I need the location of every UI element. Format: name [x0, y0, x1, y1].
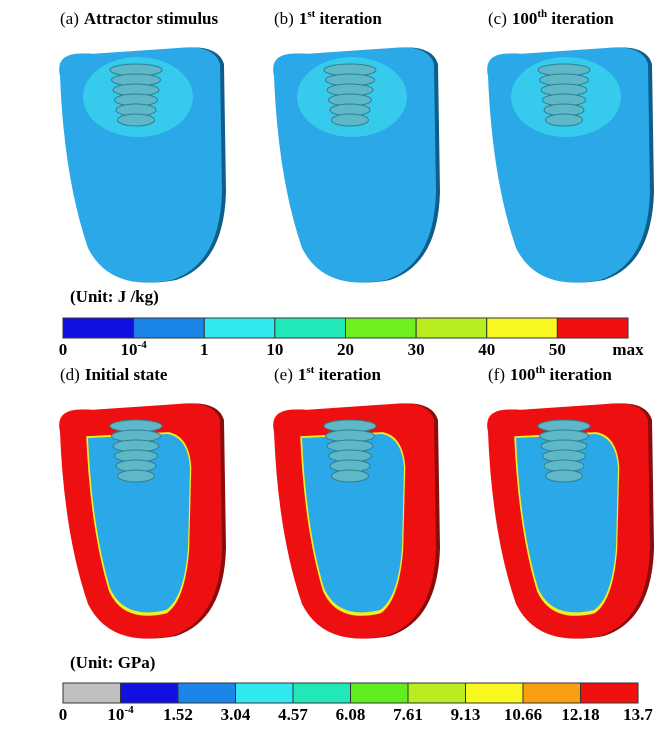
implant-thread: [546, 114, 583, 126]
panel-label: (c): [488, 9, 507, 28]
color-swatch: [466, 683, 524, 703]
colorbar-label: 13.7: [623, 705, 653, 724]
colorbar-label: 9.13: [451, 705, 481, 724]
panel-title: (d) Initial state: [60, 365, 168, 384]
colorbar-label: 0: [59, 340, 68, 359]
panel-title: (b) 1st iteration: [274, 8, 382, 28]
text-part: 100: [510, 365, 536, 384]
colorbar-label: 50: [549, 340, 566, 359]
implant-thread: [332, 470, 369, 482]
color-swatch: [236, 683, 294, 703]
colorbar-label: 3.04: [221, 705, 251, 724]
colorbar-label: 40: [478, 340, 495, 359]
text-part: -4: [124, 704, 134, 716]
color-swatch: [346, 318, 417, 338]
color-swatch: [487, 318, 558, 338]
color-swatch: [63, 318, 134, 338]
panel-name: 1st iteration: [299, 8, 383, 28]
color-swatch: [63, 683, 121, 703]
implant-thread: [118, 470, 155, 482]
panel-name: 100th iteration: [510, 364, 612, 384]
colorbar-label: 1: [200, 340, 209, 359]
color-swatch: [523, 683, 581, 703]
text-part: Initial state: [85, 365, 168, 384]
colorbar-label: 6.08: [336, 705, 366, 724]
colorbar-label: max: [612, 340, 644, 359]
text-part: iteration: [547, 9, 614, 28]
color-swatch: [134, 318, 205, 338]
text-part: Attractor stimulus: [84, 9, 219, 28]
panel-name: Initial state: [85, 365, 168, 384]
colorbar-label: 30: [408, 340, 425, 359]
bone-model: [273, 403, 440, 638]
panel-name: 100th iteration: [512, 8, 614, 28]
color-swatch: [557, 318, 628, 338]
color-swatch: [408, 683, 466, 703]
unit-label: (Unit: J /kg): [70, 287, 159, 306]
panel-title: (e) 1st iteration: [274, 364, 381, 384]
color-swatch: [581, 683, 639, 703]
bone-model: [487, 403, 654, 638]
panel-label: (f): [488, 365, 505, 384]
panel-title: (f) 100th iteration: [488, 364, 612, 384]
implant-thread: [332, 114, 369, 126]
text-part: -4: [138, 339, 148, 351]
bone-model: [59, 403, 226, 638]
color-swatch: [293, 683, 351, 703]
color-swatch: [275, 318, 346, 338]
text-part: iteration: [314, 365, 381, 384]
text-part: iteration: [315, 9, 382, 28]
text-part: th: [535, 364, 545, 376]
colorbar-label: 1.52: [163, 705, 193, 724]
bone-model: [59, 47, 226, 282]
color-swatch: [351, 683, 409, 703]
text-part: 10: [121, 340, 138, 359]
panel-name: Attractor stimulus: [84, 9, 219, 28]
colorbar-label: 10.66: [504, 705, 542, 724]
color-swatch: [121, 683, 179, 703]
colorbar-label: 4.57: [278, 705, 308, 724]
colorbar-label: 20: [337, 340, 354, 359]
colorbar-label: 12.18: [561, 705, 599, 724]
color-swatch: [416, 318, 487, 338]
text-part: 1: [298, 365, 307, 384]
panel-label: (d): [60, 365, 80, 384]
colorbar-label: 10-4: [121, 339, 148, 359]
panel-label: (a): [60, 9, 79, 28]
color-swatch: [204, 318, 275, 338]
colorbar-label: 10: [266, 340, 283, 359]
panel-label: (e): [274, 365, 293, 384]
text-part: th: [537, 8, 547, 20]
colorbar-label: 0: [59, 705, 68, 724]
panel-label: (b): [274, 9, 294, 28]
panel-title: (c) 100th iteration: [488, 8, 614, 28]
figure: (a) Attractor stimulus (b) 1st iteration (c)…: [0, 0, 656, 726]
bone-model: [273, 47, 440, 282]
color-swatch: [178, 683, 236, 703]
panel-title: (a) Attractor stimulus: [60, 9, 219, 28]
text-part: 1: [299, 9, 308, 28]
implant-thread: [118, 114, 155, 126]
bone-model: [487, 47, 654, 282]
text-part: iteration: [545, 365, 612, 384]
panel-name: 1st iteration: [298, 364, 382, 384]
unit-label: (Unit: GPa): [70, 653, 155, 672]
text-part: 10: [107, 705, 124, 724]
text-part: 100: [512, 9, 538, 28]
colorbar-label: 10-4: [107, 704, 134, 724]
colorbar-label: 7.61: [393, 705, 423, 724]
implant-thread: [546, 470, 583, 482]
